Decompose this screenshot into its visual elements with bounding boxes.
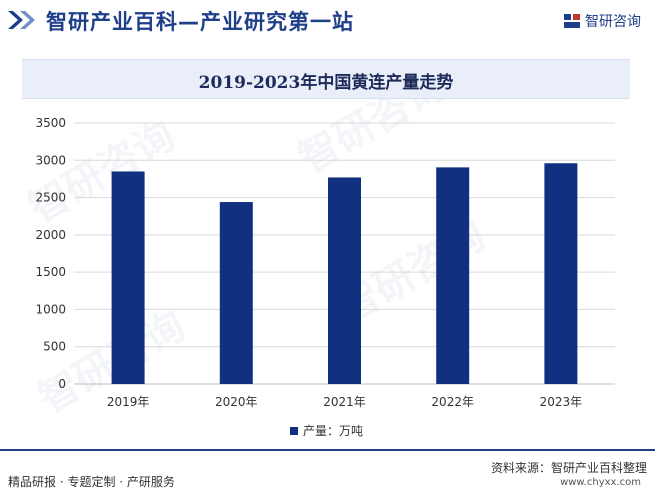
bar <box>219 202 253 384</box>
brand-name: 智研咨询 <box>585 14 641 30</box>
bar <box>111 171 145 384</box>
bar <box>328 177 361 384</box>
footer-divider <box>0 449 655 451</box>
footer-url: www.chyxx.com <box>560 477 641 488</box>
bar <box>436 167 470 384</box>
bar <box>544 163 578 384</box>
y-tick-label: 1500 <box>35 265 66 279</box>
y-tick-label: 2500 <box>35 191 66 205</box>
chart-title: 2019-2023年中国黄连产量走势 <box>198 73 454 93</box>
footer-tagline: 精品研报 · 专题定制 · 产研服务 <box>8 475 175 489</box>
brand-icon <box>564 14 580 28</box>
x-tick-label: 2019年 <box>107 395 150 409</box>
chart-legend: 产量：万吨 <box>290 422 363 439</box>
legend-label: 产量：万吨 <box>303 424 364 438</box>
chart-title-bar: 2019-2023年中国黄连产量走势 <box>22 59 630 99</box>
chevron-right-icon <box>8 11 35 29</box>
bar-chart: 0 500 1000 1500 2000 2500 3000 3500 2019年 2020年 20… <box>35 116 615 409</box>
x-tick-label: 2022年 <box>431 395 474 409</box>
x-tick-label: 2020年 <box>215 395 258 409</box>
brand-logo: 智研咨询 <box>563 11 641 31</box>
x-tick-label: 2023年 <box>540 395 583 409</box>
footer-source: 资料来源：智研产业百科整理 <box>490 461 647 475</box>
y-tick-label: 1000 <box>35 302 66 316</box>
y-tick-label: 3500 <box>35 116 66 130</box>
y-tick-label: 3000 <box>35 153 66 167</box>
y-tick-label: 0 <box>58 377 66 391</box>
page-title: 智研产业百科—产业研究第一站 <box>46 10 354 34</box>
x-tick-label: 2021年 <box>323 395 366 409</box>
page-header: 智研产业百科—产业研究第一站 智研咨询 <box>0 0 655 42</box>
y-tick-label: 500 <box>43 340 66 354</box>
legend-swatch <box>290 426 298 435</box>
y-tick-label: 2000 <box>35 228 66 242</box>
